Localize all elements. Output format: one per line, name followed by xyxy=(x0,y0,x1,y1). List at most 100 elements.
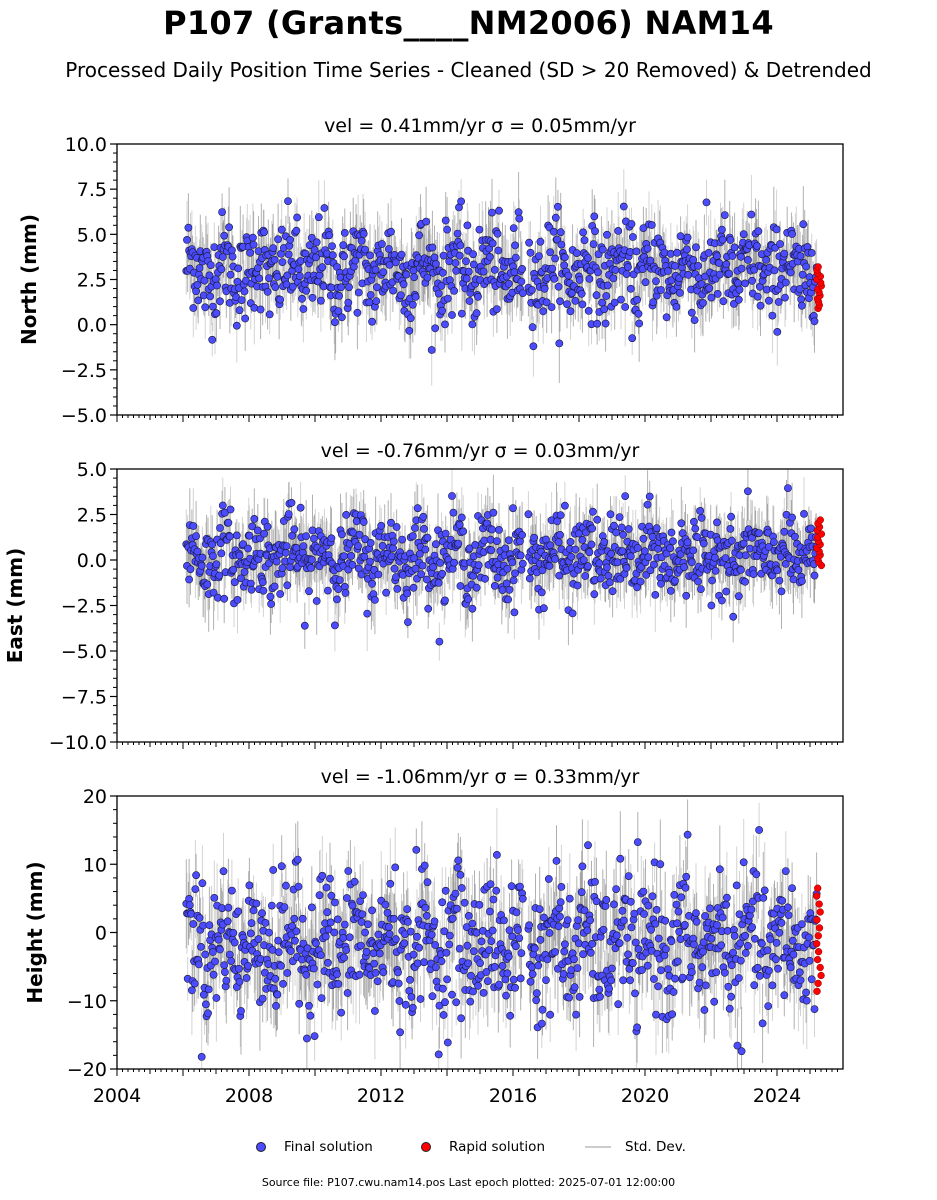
final-point xyxy=(490,265,499,274)
final-point xyxy=(366,251,374,260)
final-point xyxy=(557,240,566,249)
final-point xyxy=(545,562,554,570)
final-point xyxy=(641,278,650,287)
final-point xyxy=(579,228,587,237)
final-point xyxy=(354,288,363,297)
final-point xyxy=(504,595,512,604)
final-point xyxy=(493,229,502,238)
final-point xyxy=(214,935,223,944)
final-point xyxy=(571,545,580,554)
final-point xyxy=(253,264,262,272)
final-point xyxy=(669,537,677,546)
final-point xyxy=(218,501,227,510)
final-point xyxy=(246,248,254,257)
final-point xyxy=(195,264,204,272)
final-point xyxy=(419,512,428,521)
final-point xyxy=(593,515,602,524)
final-point xyxy=(547,303,556,311)
final-point xyxy=(493,573,502,582)
final-point xyxy=(276,590,285,598)
final-point xyxy=(192,871,200,880)
final-point xyxy=(279,980,287,988)
final-point xyxy=(277,225,286,234)
final-point xyxy=(217,265,226,274)
final-point xyxy=(370,596,379,604)
final-point xyxy=(650,560,658,569)
final-point xyxy=(294,265,303,273)
final-point xyxy=(283,581,292,590)
final-point xyxy=(600,305,609,314)
final-point xyxy=(272,1002,280,1010)
final-point xyxy=(198,553,207,562)
final-point xyxy=(234,964,243,973)
final-point xyxy=(719,297,728,306)
final-point xyxy=(713,518,721,527)
final-point xyxy=(248,233,257,242)
series-east xyxy=(182,469,826,661)
final-point xyxy=(486,535,495,544)
final-point xyxy=(333,595,341,604)
final-point xyxy=(368,579,376,588)
final-point xyxy=(798,270,807,279)
final-point xyxy=(389,544,397,553)
final-point xyxy=(644,553,653,562)
final-point xyxy=(665,568,674,577)
final-point xyxy=(616,575,625,583)
final-point xyxy=(711,553,719,562)
final-point xyxy=(662,313,671,322)
final-point xyxy=(226,270,235,279)
final-point xyxy=(212,560,221,569)
final-point xyxy=(622,270,631,278)
final-point xyxy=(190,979,199,988)
final-point xyxy=(340,228,349,237)
final-point xyxy=(633,295,641,304)
final-point xyxy=(339,241,348,250)
final-point xyxy=(206,292,214,301)
final-point xyxy=(276,295,285,304)
final-point xyxy=(789,575,798,584)
final-point xyxy=(610,298,619,307)
final-point xyxy=(465,297,474,305)
final-point xyxy=(551,254,559,263)
final-point xyxy=(573,581,582,590)
final-point xyxy=(410,524,419,532)
final-point xyxy=(286,235,294,244)
final-point xyxy=(611,266,620,274)
final-point xyxy=(636,577,645,586)
final-point xyxy=(612,528,620,537)
final-point xyxy=(450,286,458,295)
final-point xyxy=(604,572,613,580)
final-point xyxy=(441,320,449,329)
final-point xyxy=(807,248,816,257)
final-point xyxy=(403,618,412,626)
final-point xyxy=(539,307,548,316)
final-point xyxy=(197,561,206,570)
final-point xyxy=(595,559,604,568)
final-point xyxy=(657,579,665,588)
final-point xyxy=(409,583,418,592)
final-point xyxy=(728,252,737,260)
final-point xyxy=(741,577,749,586)
final-point xyxy=(283,271,292,280)
final-point xyxy=(449,508,458,517)
final-point xyxy=(737,264,746,273)
final-point xyxy=(265,274,273,282)
final-point xyxy=(542,298,551,307)
final-point xyxy=(537,588,546,597)
final-point xyxy=(256,305,265,314)
final-point xyxy=(430,253,439,262)
final-point xyxy=(657,286,665,294)
final-point xyxy=(328,251,337,260)
final-point xyxy=(427,346,436,354)
rapid-points xyxy=(813,263,825,313)
final-point xyxy=(646,256,655,265)
final-point xyxy=(423,533,432,542)
final-point xyxy=(235,977,244,986)
final-point xyxy=(788,513,796,522)
final-point xyxy=(265,928,273,937)
final-point xyxy=(580,236,589,245)
final-point xyxy=(378,542,387,550)
rapid-point xyxy=(816,516,824,524)
final-point xyxy=(366,557,374,566)
final-point xyxy=(795,285,804,293)
